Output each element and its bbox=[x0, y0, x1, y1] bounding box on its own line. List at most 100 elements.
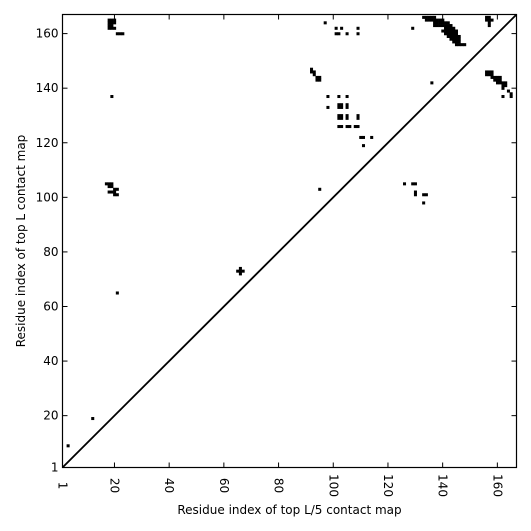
contact-cell bbox=[422, 15, 426, 19]
contact-cell bbox=[487, 21, 491, 25]
contact-cell bbox=[460, 43, 464, 47]
contact-cell bbox=[454, 37, 458, 41]
contact-cell bbox=[457, 34, 461, 38]
contact-cell bbox=[312, 70, 316, 74]
contact-cell bbox=[452, 29, 456, 33]
contact-cell bbox=[485, 73, 489, 77]
contact-cell bbox=[238, 266, 242, 270]
contact-cell bbox=[430, 81, 434, 85]
contact-cell bbox=[340, 114, 344, 118]
contact-cell bbox=[430, 18, 434, 22]
contact-cell bbox=[315, 75, 319, 79]
contact-cell bbox=[318, 75, 322, 79]
contact-cell bbox=[356, 114, 360, 118]
contact-cell bbox=[356, 32, 360, 36]
contact-cell bbox=[115, 187, 119, 191]
contact-cell bbox=[236, 269, 240, 273]
contact-cell bbox=[441, 29, 445, 33]
y-tick-label: 1 bbox=[51, 461, 59, 475]
contact-cell bbox=[509, 95, 513, 99]
contact-cell bbox=[115, 32, 119, 36]
contact-cell bbox=[441, 21, 445, 25]
contact-cell bbox=[463, 43, 467, 47]
y-tick-label: 100 bbox=[36, 190, 59, 204]
contact-cell bbox=[487, 73, 491, 77]
contact-cell bbox=[310, 70, 314, 74]
contact-cell bbox=[340, 103, 344, 107]
contact-cell bbox=[110, 95, 114, 99]
contact-cell bbox=[495, 75, 500, 79]
contact-cell bbox=[490, 18, 494, 22]
contact-cell bbox=[438, 18, 442, 22]
contact-cell bbox=[433, 18, 437, 22]
contact-cell bbox=[113, 18, 117, 22]
contact-cell bbox=[318, 78, 322, 82]
contact-cell bbox=[430, 15, 434, 19]
contact-cell bbox=[110, 190, 114, 194]
y-axis-label: Residue index of top L contact map bbox=[14, 135, 28, 348]
contact-cell bbox=[433, 24, 437, 28]
contact-cell bbox=[446, 26, 450, 30]
x-tick-label: 40 bbox=[162, 478, 176, 493]
contact-cell bbox=[457, 37, 461, 41]
contact-cell bbox=[454, 29, 458, 33]
contact-cell bbox=[435, 18, 439, 22]
contact-cell bbox=[104, 182, 108, 186]
contact-cell bbox=[345, 32, 349, 36]
contact-cell bbox=[487, 15, 491, 19]
contact-cell bbox=[446, 32, 450, 36]
contact-cell bbox=[446, 21, 450, 25]
contact-cell bbox=[422, 193, 426, 197]
contact-cell bbox=[444, 26, 448, 30]
contact-cell bbox=[334, 26, 338, 30]
contact-cell bbox=[438, 21, 442, 25]
y-tick-label: 80 bbox=[43, 245, 58, 259]
contact-cell bbox=[345, 116, 349, 120]
contact-cell bbox=[113, 26, 117, 30]
contact-cell bbox=[337, 125, 341, 129]
contact-cell bbox=[356, 116, 360, 120]
x-tick-label: 160 bbox=[490, 474, 504, 497]
contact-cell bbox=[441, 24, 445, 28]
contact-cell bbox=[424, 15, 428, 19]
contact-cell bbox=[444, 32, 448, 36]
y-tick-label: 160 bbox=[36, 27, 59, 41]
x-tick-label: 60 bbox=[217, 478, 231, 493]
contact-cell bbox=[413, 193, 417, 197]
contact-cell bbox=[444, 29, 448, 33]
contact-cell bbox=[345, 125, 349, 129]
x-tick-label: 1 bbox=[56, 482, 70, 490]
contact-cell bbox=[107, 182, 111, 186]
contact-cell bbox=[110, 185, 114, 189]
contact-cell bbox=[359, 135, 363, 139]
contact-cell bbox=[345, 105, 349, 109]
contact-cell bbox=[403, 182, 407, 186]
contact-cell bbox=[495, 78, 500, 82]
contact-cell bbox=[449, 29, 453, 33]
contact-cell bbox=[113, 187, 117, 191]
contact-cell bbox=[413, 182, 417, 186]
contact-cell bbox=[435, 21, 439, 25]
contact-cell bbox=[487, 24, 491, 28]
contact-cell bbox=[411, 182, 415, 186]
contact-cell bbox=[435, 24, 439, 28]
contact-cell bbox=[411, 26, 415, 30]
contact-cell bbox=[490, 75, 494, 79]
contact-cell bbox=[493, 75, 497, 79]
contact-cell bbox=[326, 95, 330, 99]
contact-cell bbox=[118, 32, 122, 36]
contact-cell bbox=[449, 37, 453, 41]
contact-cell bbox=[110, 18, 114, 22]
contact-cell bbox=[340, 125, 344, 129]
contact-cell bbox=[498, 81, 502, 85]
contact-cell bbox=[356, 125, 360, 129]
contact-cell bbox=[107, 26, 111, 30]
contact-cell bbox=[495, 81, 500, 85]
contact-cell bbox=[318, 187, 322, 191]
contact-cell bbox=[509, 92, 513, 96]
x-axis-label: Residue index of top L/5 contact map bbox=[177, 503, 401, 517]
contact-cell bbox=[337, 105, 341, 109]
contact-cell bbox=[504, 81, 508, 85]
contact-cell bbox=[444, 21, 448, 25]
contact-cell bbox=[345, 95, 349, 99]
